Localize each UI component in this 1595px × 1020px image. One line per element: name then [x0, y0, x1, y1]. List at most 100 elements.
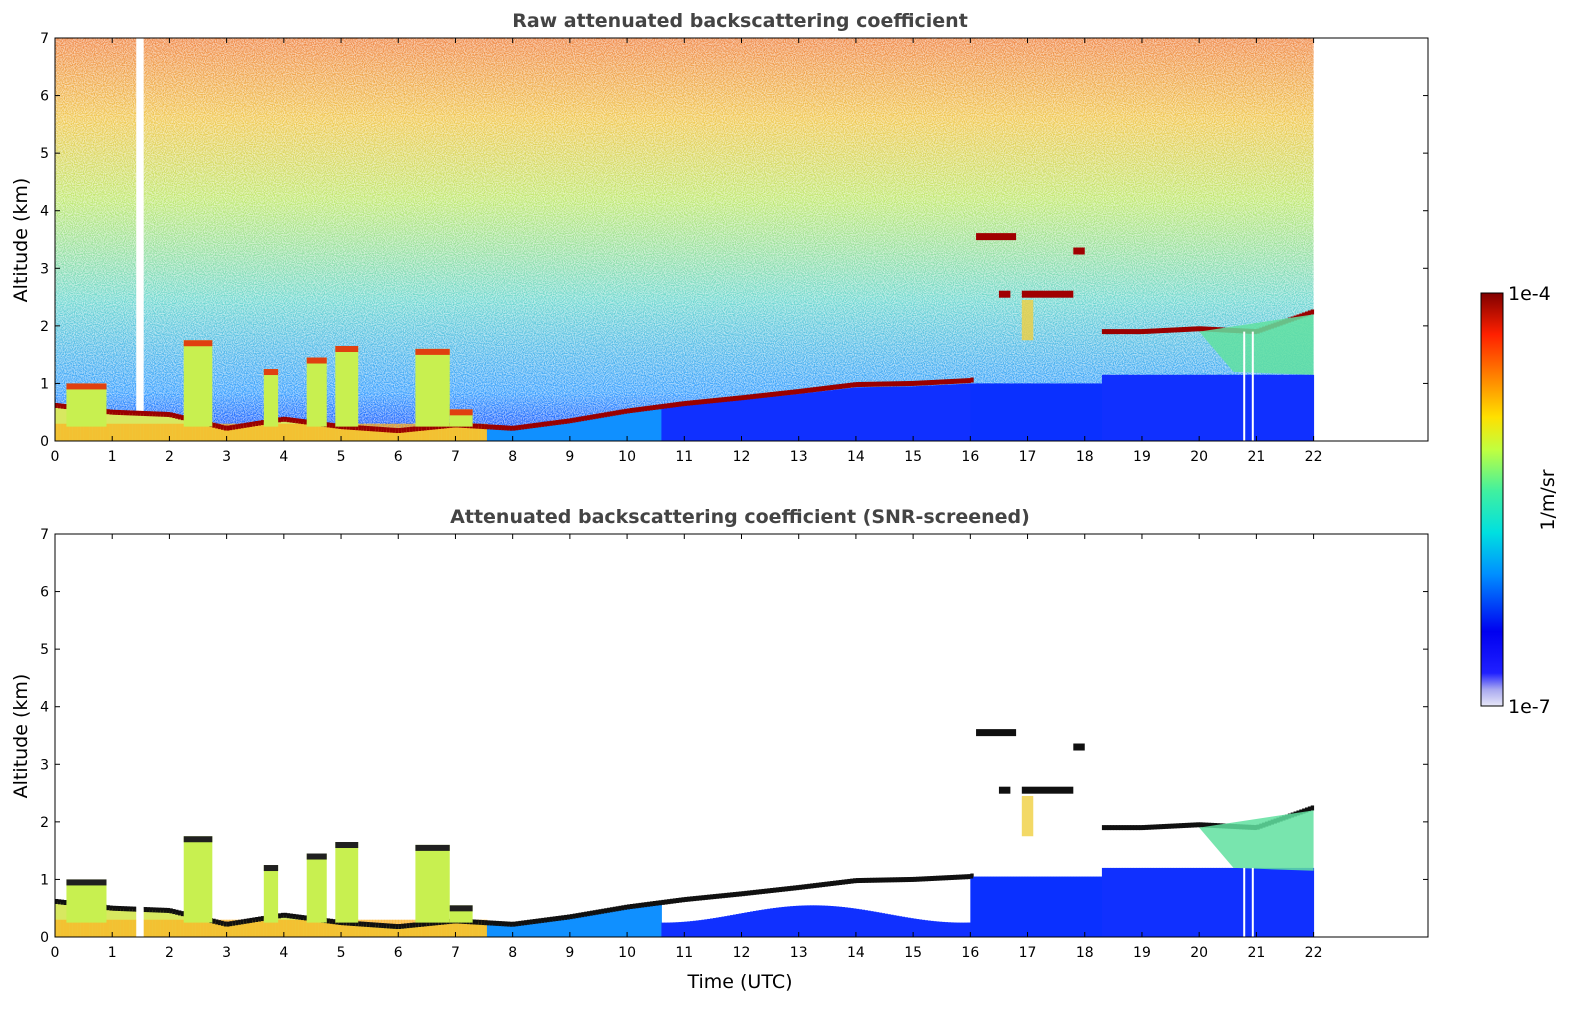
bl-top-mark: [578, 912, 582, 918]
aerosol-plume: [306, 853, 327, 923]
aerosol-column: [1173, 374, 1177, 441]
bl-top-mark: [349, 920, 353, 926]
bl-top-mark: [381, 427, 385, 433]
bl-top-mark: [143, 411, 148, 417]
bl-top-mark: [818, 882, 823, 888]
surface-layer: [269, 919, 273, 937]
bl-top-mark: [55, 402, 59, 408]
bl-top-mark: [735, 395, 740, 401]
bl-top-mark: [260, 420, 265, 426]
bl-top-mark: [704, 894, 708, 900]
aerosol-column: [544, 424, 548, 441]
aerosol-column: [761, 397, 765, 441]
bl-top-mark: [472, 919, 476, 925]
surface-layer: [312, 423, 316, 441]
aerosol-column: [1264, 867, 1269, 937]
aerosol-column: [672, 406, 677, 441]
surface-layer: [346, 919, 351, 937]
aerosol-column: [664, 407, 668, 441]
surface-layer: [109, 423, 113, 441]
bl-top-mark: [884, 877, 888, 883]
surface-layer: [55, 423, 59, 441]
bl-top-mark: [813, 883, 817, 889]
aerosol-column: [747, 912, 751, 937]
bl-top-mark: [1164, 327, 1169, 333]
bl-top-mark: [1153, 824, 1157, 830]
aerosol-column: [790, 394, 794, 441]
aerosol-column: [850, 908, 854, 937]
bl-top-mark: [607, 411, 611, 417]
aerosol-column: [772, 907, 777, 937]
bl-top-mark: [346, 424, 351, 430]
y-tick-label: 7: [40, 527, 49, 543]
bl-top-mark: [1305, 807, 1309, 813]
aerosol-column: [875, 386, 880, 441]
bl-top-mark: [887, 877, 891, 883]
bl-top-mark: [601, 412, 605, 418]
aerosol-column: [941, 384, 946, 441]
surface-layer: [246, 423, 251, 441]
bl-top-mark: [775, 391, 780, 397]
aerosol-column: [1156, 867, 1160, 937]
bl-top-mark: [63, 900, 67, 906]
bl-top-mark: [389, 427, 394, 433]
cloud-layer: [976, 729, 1017, 737]
surface-layer: [444, 919, 448, 937]
aerosol-column: [489, 427, 494, 441]
x-tick-label: 18: [1076, 449, 1094, 465]
aerosol-column: [535, 425, 539, 441]
bl-top-mark: [850, 878, 854, 884]
surface-layer: [412, 423, 416, 441]
bl-top-mark: [352, 921, 356, 927]
bl-top-mark: [964, 874, 968, 880]
aerosol-column: [873, 911, 877, 937]
bl-top-mark: [967, 874, 971, 880]
surface-layer: [415, 919, 419, 937]
bl-top-mark: [807, 387, 811, 393]
aerosol-column: [1187, 867, 1192, 937]
y-tick-label: 2: [40, 319, 49, 335]
bl-top-mark: [549, 420, 554, 426]
bl-top-mark: [260, 916, 265, 922]
bl-top-mark: [878, 877, 883, 883]
aerosol-column: [492, 427, 497, 441]
aerosol-column: [504, 428, 508, 441]
aerosol-column: [1130, 374, 1134, 441]
aerosol-column: [1222, 374, 1226, 441]
bl-top-mark: [409, 922, 414, 928]
aerosol-column: [795, 394, 800, 441]
bl-top-mark: [795, 389, 800, 395]
aerosol-plume: [335, 346, 359, 427]
surface-layer: [229, 919, 233, 937]
aerosol-column: [941, 921, 946, 937]
colorbar-max-label: 1e-4: [1508, 283, 1551, 305]
aerosol-column: [984, 876, 988, 937]
surface-layer: [292, 919, 296, 937]
aerosol-column: [518, 428, 522, 441]
aerosol-column: [1202, 374, 1206, 441]
surface-layer: [280, 919, 285, 937]
bl-top-mark: [1141, 825, 1146, 831]
x-tick-label: 18: [1076, 945, 1094, 961]
surface-layer: [229, 423, 233, 441]
bl-top-mark: [501, 921, 505, 927]
y-tick-label: 7: [40, 31, 49, 47]
surface-layer: [235, 919, 239, 937]
aerosol-column: [667, 407, 671, 441]
surface-layer: [212, 423, 216, 441]
surface-layer: [103, 423, 107, 441]
bl-top-mark: [804, 388, 808, 394]
bl-top-mark: [810, 883, 814, 889]
bl-top-mark: [112, 905, 116, 911]
bl-top-mark: [57, 403, 62, 409]
surface-layer: [120, 423, 125, 441]
bl-top-mark: [864, 877, 868, 883]
bl-top-mark: [1141, 329, 1146, 335]
bl-top-mark: [958, 378, 963, 384]
aerosol-column: [1270, 867, 1275, 937]
bl-top-mark: [669, 402, 674, 408]
bl-top-mark: [647, 901, 651, 907]
bl-top-mark: [1156, 328, 1160, 334]
aerosol-column: [1210, 374, 1214, 441]
aerosol-column: [538, 921, 542, 937]
